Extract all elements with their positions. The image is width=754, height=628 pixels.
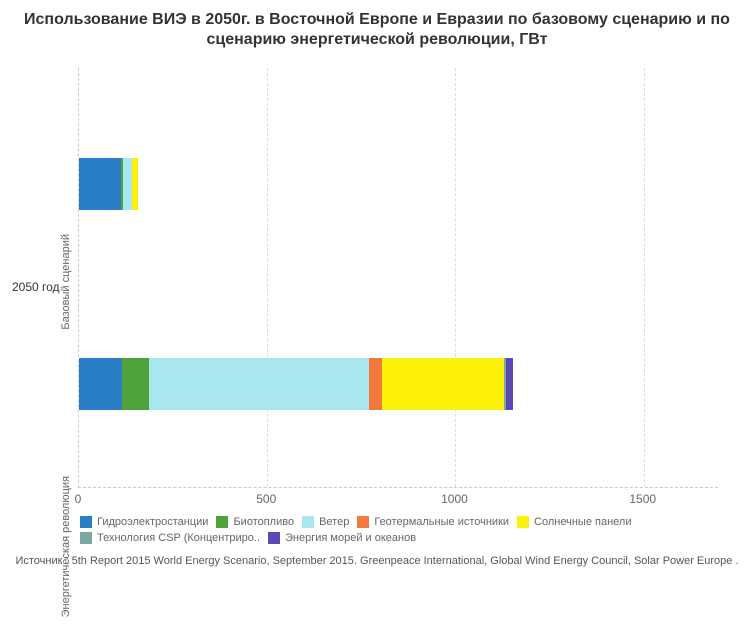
legend-label: Солнечные панели (534, 516, 631, 528)
legend-swatch (268, 532, 280, 544)
legend-item-solarpv: Солнечные панели (517, 516, 631, 528)
legend-swatch (517, 516, 529, 528)
x-tick: 0 (75, 492, 82, 506)
x-tick: 500 (256, 492, 276, 506)
seg-baseline-solarpv (132, 158, 137, 210)
seg-baseline-hydro (79, 158, 121, 210)
seg-revolution-geo (369, 358, 382, 410)
gridline (267, 68, 268, 487)
x-tick: 1000 (441, 492, 468, 506)
legend-label: Геотермальные источники (374, 516, 509, 528)
legend-item-geo: Геотермальные источники (357, 516, 509, 528)
legend-label: Гидроэлектростанции (97, 516, 208, 528)
legend-item-wind: Ветер (302, 516, 349, 528)
legend-swatch (216, 516, 228, 528)
year-label: 2050 год (12, 280, 60, 294)
gridline (455, 68, 456, 487)
legend-item-ocean: Энергия морей и океанов (268, 532, 416, 544)
legend-item-bio: Биотопливо (216, 516, 294, 528)
seg-revolution-hydro (79, 358, 122, 410)
chart-container: Базовый сценарий Энергетическая революци… (8, 68, 746, 508)
legend-swatch (80, 516, 92, 528)
legend-item-csp: Технология CSP (Концентриро.. (80, 532, 260, 544)
source-text: Источник : 5th Report 2015 World Energy … (8, 554, 746, 568)
seg-revolution-wind (149, 358, 369, 410)
plot-area (78, 68, 718, 488)
seg-revolution-ocean (506, 358, 513, 410)
legend-swatch (357, 516, 369, 528)
legend-label: Ветер (319, 516, 349, 528)
legend-swatch (302, 516, 314, 528)
seg-revolution-solarpv (382, 358, 504, 410)
seg-baseline-wind (123, 158, 131, 210)
bar-baseline (79, 158, 138, 210)
legend-swatch (80, 532, 92, 544)
legend-label: Энергия морей и океанов (285, 532, 416, 544)
x-tick: 1500 (629, 492, 656, 506)
x-axis-ticks: 0 500 1000 1500 (78, 488, 718, 508)
legend-item-hydro: Гидроэлектростанции (80, 516, 208, 528)
legend-label: Биотопливо (233, 516, 294, 528)
bar-revolution (79, 358, 513, 410)
chart-title: Использование ВИЭ в 2050г. в Восточной Е… (8, 10, 746, 50)
row-label-baseline: Базовый сценарий (60, 234, 72, 330)
legend-label: Технология CSP (Концентриро.. (97, 532, 260, 544)
legend: Гидроэлектростанции Биотопливо Ветер Геотер… (80, 516, 746, 544)
row-label-revolution: Энергетическая революция (60, 476, 72, 617)
seg-revolution-bio (122, 358, 148, 410)
gridline (644, 68, 645, 487)
